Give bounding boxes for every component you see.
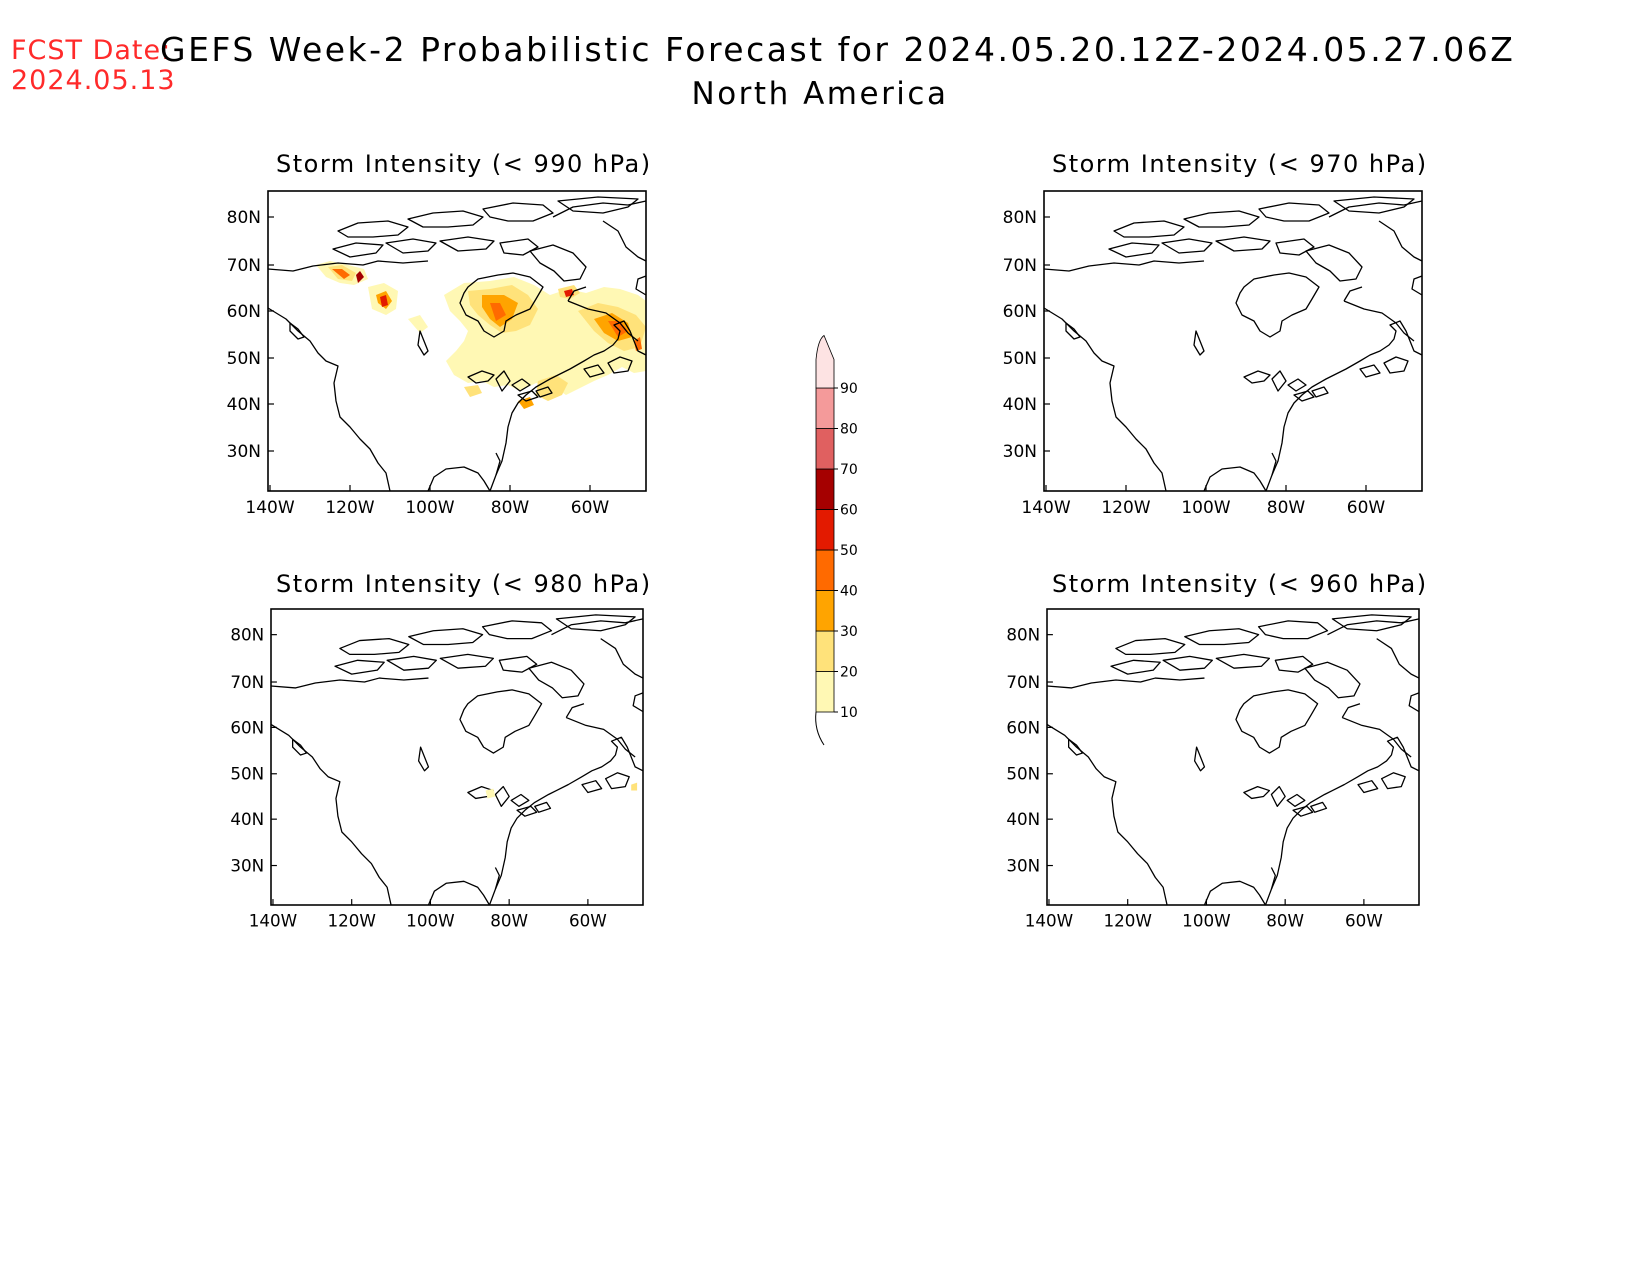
lon-tick-label: 60W — [569, 911, 607, 931]
axes-980: 140W 120W 100W 80W 60W 80N 70N 60N 50N 40N 30N — [230, 608, 644, 931]
lon-tick-label: 100W — [405, 498, 454, 518]
lon-tick-label: 140W — [1025, 911, 1074, 931]
lat-tick-label: 30N — [1003, 442, 1037, 462]
lat-tick-label: 30N — [230, 855, 264, 875]
lat-tick-label: 50N — [227, 349, 261, 369]
panel-title-970: Storm Intensity (< 970 hPa) — [1052, 150, 1428, 178]
forecast-date: FCST Date: 2024.05.13 — [11, 36, 176, 96]
lon-tick-label: 100W — [406, 911, 455, 931]
colorbar-boxes — [815, 334, 835, 746]
colorbar-tick-label: 80 — [840, 422, 858, 438]
lon-tick-label: 60W — [1345, 911, 1383, 931]
colorbar-tick-label: 70 — [840, 462, 858, 478]
probability-colorbar: 10 20 30 40 50 60 70 80 90 — [815, 334, 858, 746]
colorbar-box — [815, 509, 835, 551]
lat-tick-label: 60N — [230, 717, 264, 737]
page-title: GEFS Week-2 Probabilistic Forecast for 2… — [160, 30, 1516, 69]
lat-tick-label: 70N — [1006, 672, 1040, 692]
colorbar-tick-label: 20 — [840, 665, 858, 681]
lon-tick-label: 80W — [1267, 498, 1306, 518]
lat-tick-label: 30N — [1006, 855, 1040, 875]
lon-tick-label: 80W — [491, 498, 530, 518]
colorbar-box — [815, 549, 835, 591]
axes-960: 140W 120W 100W 80W 60W 80N 70N 60N 50N 40N 30N — [1006, 608, 1420, 931]
lat-tick-label: 80N — [230, 625, 264, 645]
map-frame — [270, 608, 644, 906]
colorbar-labels: 10 20 30 40 50 60 70 80 90 — [834, 381, 858, 721]
lon-tick-label: 140W — [249, 911, 298, 931]
lat-tick-label: 60N — [1003, 302, 1037, 322]
lon-tick-label: 120W — [327, 911, 376, 931]
axes-990: 140W 120W 100W 80W 60W 80N 70N 60N 50N 40N 30N — [227, 190, 647, 518]
colorbar-tick-label: 10 — [840, 705, 858, 721]
lat-tick-label: 70N — [230, 672, 264, 692]
panel-title-980: Storm Intensity (< 980 hPa) — [276, 570, 652, 598]
lon-tick-label: 140W — [245, 498, 294, 518]
lat-tick-label: 50N — [230, 764, 264, 784]
lat-tick-label: 50N — [1003, 349, 1037, 369]
colorbar-tick-label: 90 — [840, 381, 858, 397]
colorbar-box — [815, 630, 835, 672]
axes-970: 140W 120W 100W 80W 60W 80N 70N 60N 50N 40N 30N — [1003, 190, 1423, 518]
colorbar-tick-label: 30 — [840, 624, 858, 640]
panel-title-990: Storm Intensity (< 990 hPa) — [276, 150, 652, 178]
map-frame — [267, 190, 647, 492]
map-panel-970: 140W 120W 100W 80W 60W 80N 70N 60N 50N 40N 30N — [1003, 190, 1423, 518]
map-frame — [1046, 608, 1420, 906]
lon-tick-label: 120W — [1101, 498, 1150, 518]
map-frame — [1043, 190, 1423, 492]
colorbar-box — [815, 334, 835, 389]
colorbar-box — [815, 590, 835, 632]
lon-tick-label: 140W — [1021, 498, 1070, 518]
lat-tick-label: 80N — [1006, 625, 1040, 645]
lat-tick-label: 40N — [1003, 395, 1037, 415]
lon-tick-label: 100W — [1182, 911, 1231, 931]
forecast-date-value: 2024.05.13 — [11, 65, 176, 96]
probability-shading-980 — [485, 782, 638, 799]
lon-tick-label: 60W — [571, 498, 610, 518]
lat-tick-label: 30N — [227, 442, 261, 462]
lat-tick-label: 50N — [1006, 764, 1040, 784]
lat-tick-label: 60N — [1006, 717, 1040, 737]
map-panel-960: 140W 120W 100W 80W 60W 80N 70N 60N 50N 40N 30N — [1006, 608, 1420, 931]
colorbar-box — [815, 671, 835, 713]
map-panel-980: 140W 120W 100W 80W 60W 80N 70N 60N 50N 40N 30N — [230, 608, 644, 931]
lat-tick-label: 60N — [227, 302, 261, 322]
lat-tick-label: 80N — [227, 208, 261, 228]
probability-shading-990 — [316, 261, 646, 409]
lat-tick-label: 40N — [1006, 809, 1040, 829]
colorbar-box — [815, 468, 835, 510]
colorbar-box — [815, 428, 835, 470]
forecast-date-label: FCST Date: — [11, 35, 172, 66]
lat-tick-label: 40N — [230, 809, 264, 829]
lon-tick-label: 100W — [1181, 498, 1230, 518]
lon-tick-label: 80W — [490, 911, 528, 931]
colorbar-tick-label: 60 — [840, 503, 858, 519]
lat-tick-label: 70N — [227, 256, 261, 276]
colorbar-tick-label: 50 — [840, 543, 858, 559]
colorbar-box — [815, 387, 835, 429]
lon-tick-label: 60W — [1347, 498, 1386, 518]
map-panel-990: 140W 120W 100W 80W 60W 80N 70N 60N 50N 40N 30N — [227, 190, 647, 518]
region-subtitle: North America — [691, 76, 949, 112]
colorbar-lower-tail — [815, 711, 825, 746]
colorbar-tick-label: 40 — [840, 584, 858, 600]
lon-tick-label: 120W — [1103, 911, 1152, 931]
panel-title-960: Storm Intensity (< 960 hPa) — [1052, 570, 1428, 598]
lat-tick-label: 70N — [1003, 256, 1037, 276]
lat-tick-label: 40N — [227, 395, 261, 415]
lon-tick-label: 80W — [1266, 911, 1304, 931]
lat-tick-label: 80N — [1003, 208, 1037, 228]
lon-tick-label: 120W — [325, 498, 374, 518]
